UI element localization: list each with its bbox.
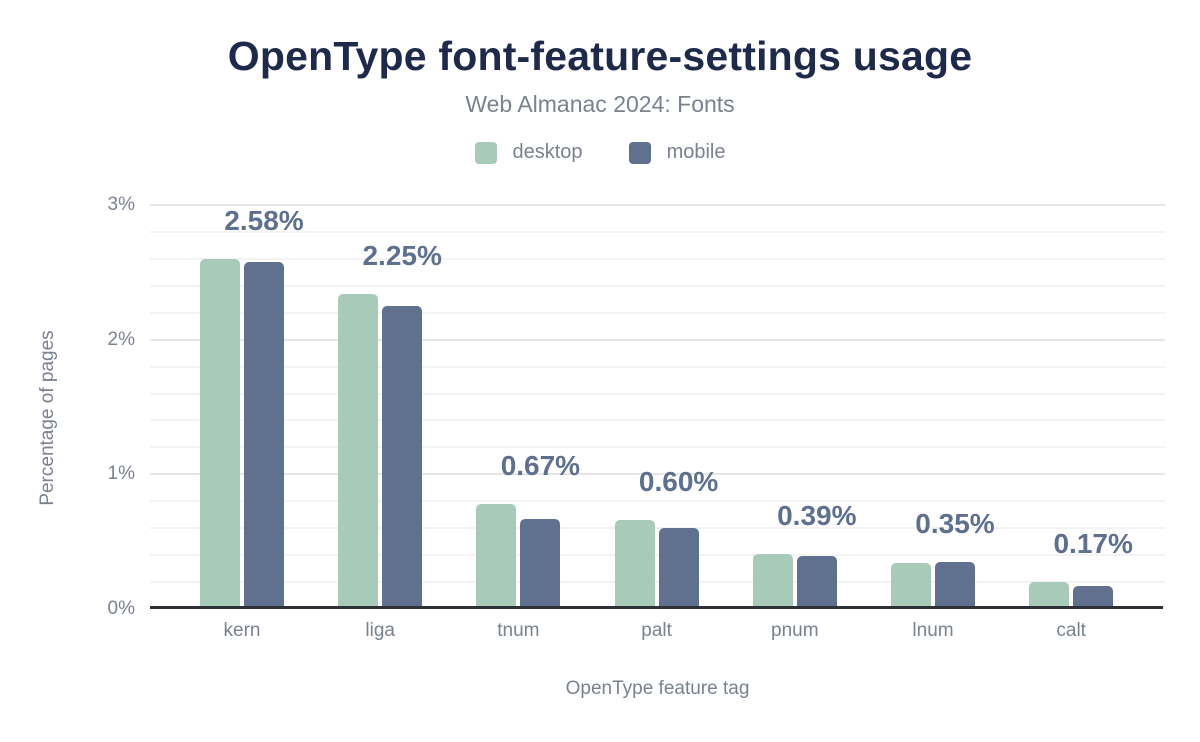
legend-label-desktop: desktop bbox=[512, 141, 583, 163]
bar-mobile-palt bbox=[658, 528, 699, 609]
legend-item-mobile: mobile bbox=[628, 141, 726, 164]
value-label-palt: 0.60% bbox=[638, 466, 719, 498]
bar-mobile-lnum bbox=[935, 561, 975, 609]
x-tick-label-pnum: pnum bbox=[771, 620, 819, 641]
legend-item-desktop: desktop bbox=[474, 141, 583, 164]
chart-subtitle: Web Almanac 2024: Fonts bbox=[465, 91, 735, 117]
gridline-minor bbox=[150, 581, 1165, 584]
gridline-minor bbox=[150, 500, 1165, 503]
bar-desktop-pnum bbox=[752, 553, 793, 609]
gridline-minor bbox=[150, 230, 1165, 233]
bar-mobile-kern bbox=[244, 261, 284, 609]
x-tick-label-kern: kern bbox=[223, 620, 261, 641]
gridline-minor bbox=[150, 419, 1165, 422]
gridline-major bbox=[150, 473, 1165, 476]
y-tick-label: 3% bbox=[107, 194, 135, 215]
gridline-major bbox=[150, 204, 1165, 206]
y-tick-label: 1% bbox=[107, 463, 135, 485]
gridline-minor bbox=[150, 365, 1165, 368]
x-tick-label-tnum: tnum bbox=[497, 620, 540, 641]
legend-swatch-icon-desktop bbox=[474, 141, 497, 164]
value-label-calt: 0.17% bbox=[1053, 528, 1133, 560]
y-tick-label: 0% bbox=[107, 598, 135, 619]
bar-desktop-calt bbox=[1029, 582, 1070, 609]
gridline-minor bbox=[150, 392, 1165, 395]
x-tick-label-calt: calt bbox=[1056, 620, 1086, 641]
x-axis-line bbox=[150, 606, 1163, 609]
bar-mobile-pnum bbox=[796, 556, 837, 609]
value-label-lnum: 0.35% bbox=[915, 507, 995, 539]
x-tick-label-palt: palt bbox=[641, 620, 672, 641]
x-tick-label-liga: liga bbox=[365, 620, 395, 641]
bar-desktop-kern bbox=[200, 258, 240, 609]
bar-mobile-liga bbox=[382, 306, 423, 609]
y-tick-label: 2% bbox=[107, 328, 135, 350]
x-tick-label-lnum: lnum bbox=[912, 620, 954, 641]
gridline-minor bbox=[150, 284, 1165, 287]
bar-mobile-calt bbox=[1073, 586, 1114, 609]
x-axis-title: OpenType feature tag bbox=[565, 678, 750, 699]
value-label-pnum: 0.39% bbox=[777, 499, 857, 531]
gridline-minor bbox=[150, 446, 1165, 449]
gridline-major bbox=[150, 338, 1165, 341]
gridline-minor bbox=[150, 554, 1165, 557]
bar-desktop-tnum bbox=[476, 503, 517, 609]
legend-label-mobile: mobile bbox=[666, 141, 726, 163]
bar-desktop-palt bbox=[614, 520, 655, 609]
legend-swatch-icon-mobile bbox=[628, 141, 651, 164]
gridline-minor bbox=[150, 257, 1165, 260]
chart-title: OpenType font-feature-settings usage bbox=[227, 33, 973, 79]
gridline-minor bbox=[150, 311, 1165, 314]
value-label-liga: 2.25% bbox=[362, 239, 442, 271]
bar-mobile-tnum bbox=[520, 518, 561, 609]
legend: desktop mobile bbox=[0, 141, 1200, 164]
value-label-tnum: 0.67% bbox=[500, 449, 581, 481]
gridline-minor bbox=[150, 527, 1165, 530]
bar-desktop-lnum bbox=[891, 563, 931, 609]
value-label-kern: 2.58% bbox=[224, 204, 304, 236]
bar-desktop-liga bbox=[338, 293, 379, 609]
